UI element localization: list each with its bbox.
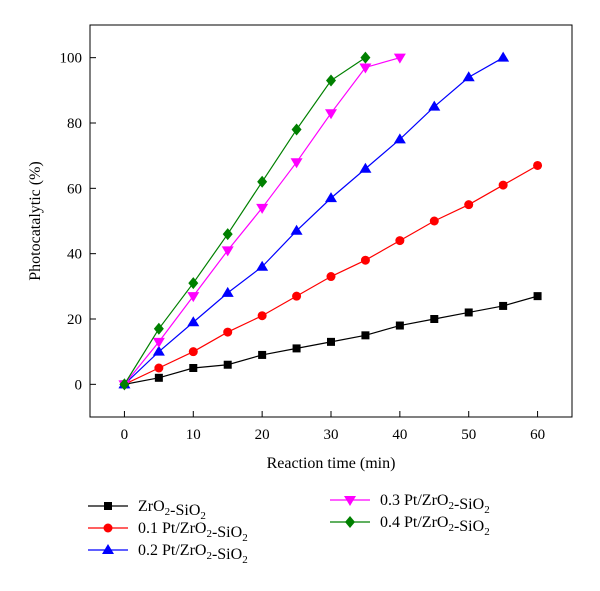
x-tick-label: 50 [461, 427, 476, 443]
series-line [123, 57, 401, 385]
data-point [395, 236, 405, 246]
y-tick-label: 20 [67, 312, 82, 328]
data-point [359, 162, 372, 173]
x-axis-label: Reaction time (min) [267, 455, 396, 472]
data-point [257, 175, 268, 188]
y-tick-label: 80 [67, 116, 82, 132]
y-tick-label: 0 [75, 377, 83, 393]
data-point [258, 350, 267, 359]
data-point [119, 378, 130, 391]
legend-label: 0.2 Pt/ZrO2-SiO2 [138, 542, 248, 566]
data-point [187, 292, 200, 303]
data-point [221, 246, 234, 257]
data-point [222, 228, 233, 241]
y-axis-label: Photocatalytic (%) [27, 161, 44, 281]
data-point [256, 260, 269, 271]
legend-label: 0.3 Pt/ZrO2-SiO2 [380, 492, 490, 516]
data-point [291, 123, 302, 136]
data-point [361, 331, 370, 340]
data-point [189, 364, 198, 372]
x-tick-label: 20 [255, 427, 270, 443]
legend-marker [103, 523, 113, 533]
series-line [124, 57, 504, 385]
data-point [290, 158, 303, 169]
legend-marker [104, 502, 112, 510]
data-point [154, 363, 164, 373]
series-3 [118, 51, 510, 389]
data-point [533, 160, 543, 170]
legend-item: 0.4 Pt/ZrO2-SiO2 [330, 514, 490, 538]
data-point [292, 344, 301, 353]
series-line [123, 57, 366, 385]
data-point [360, 255, 370, 265]
series-group [118, 51, 543, 391]
data-point [326, 272, 336, 282]
data-point [464, 200, 474, 210]
data-point [154, 373, 163, 382]
data-point [257, 311, 267, 321]
series-4 [118, 53, 406, 391]
data-point [325, 109, 337, 120]
data-point [223, 327, 233, 337]
data-point [428, 100, 441, 111]
data-point [462, 71, 475, 82]
x-tick-label: 40 [392, 427, 407, 443]
x-tick-label: 30 [324, 427, 339, 443]
data-point [429, 216, 439, 226]
data-point [360, 51, 371, 64]
data-point [256, 203, 269, 214]
y-tick-label: 40 [67, 247, 82, 263]
legend-label: ZrO2-SiO2 [138, 498, 206, 522]
data-point [292, 291, 302, 301]
x-tick-label: 10 [186, 427, 201, 443]
data-point [221, 286, 234, 297]
legend-label: 0.1 Pt/ZrO2-SiO2 [138, 520, 248, 544]
data-point [498, 180, 508, 190]
data-point [325, 192, 337, 203]
legend-marker [102, 544, 114, 554]
data-point [153, 322, 164, 335]
legend-label: 0.4 Pt/ZrO2-SiO2 [380, 514, 490, 538]
data-point [187, 316, 200, 327]
data-point [393, 133, 406, 144]
data-point [499, 301, 508, 310]
x-tick-label: 60 [530, 427, 545, 443]
legend-marker [344, 496, 356, 506]
data-point [464, 308, 473, 317]
legend-item: 0.2 Pt/ZrO2-SiO2 [88, 542, 248, 566]
data-point [497, 51, 510, 62]
data-point [430, 315, 439, 323]
legend-item: 0.3 Pt/ZrO2-SiO2 [330, 492, 490, 516]
data-point [359, 63, 372, 74]
axis-ticks: 0 10 20 30 40 50 60 0 20 40 60 80 100 [60, 51, 546, 443]
data-point [152, 337, 165, 348]
legend-item: ZrO2-SiO2 [88, 498, 206, 522]
x-tick-label: 0 [121, 427, 129, 443]
data-point [326, 74, 336, 87]
series-5 [119, 51, 371, 391]
legend-item: 0.1 Pt/ZrO2-SiO2 [88, 520, 248, 544]
data-point [327, 337, 335, 346]
legend-marker [345, 516, 355, 528]
data-point [188, 347, 198, 357]
data-point [395, 321, 404, 330]
y-tick-label: 100 [60, 51, 83, 67]
y-tick-label: 60 [67, 181, 82, 197]
data-point [223, 360, 232, 369]
series-1 [120, 292, 542, 389]
data-point [188, 277, 199, 290]
data-point [533, 292, 542, 301]
data-point [152, 345, 165, 356]
data-point [290, 224, 303, 235]
data-point [393, 53, 406, 64]
